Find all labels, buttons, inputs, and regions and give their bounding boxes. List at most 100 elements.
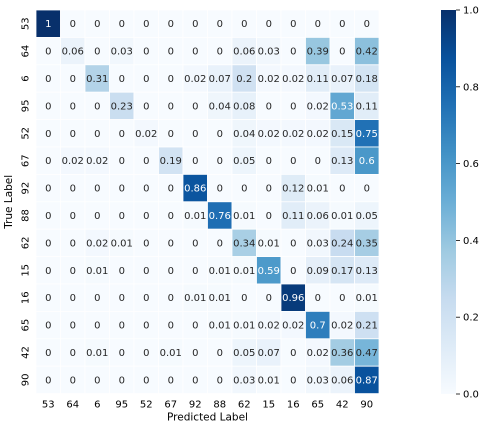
- heatmap-cell: [207, 256, 233, 285]
- heatmap-cell: [207, 365, 233, 395]
- cell-value-label: 0.87: [356, 375, 378, 386]
- cell-value-label: 0.01: [111, 238, 133, 249]
- colorbar-tick-label: 0.8: [463, 82, 479, 93]
- cell-value-label: 0: [168, 101, 174, 112]
- heatmap-cell: [280, 365, 306, 395]
- heatmap-cell: [84, 119, 110, 148]
- heatmap-cell: [84, 64, 110, 93]
- cell-value-label: 0.03: [258, 47, 280, 58]
- cell-value-label: 0.01: [184, 293, 206, 304]
- heatmap-cell: [305, 119, 331, 148]
- x-tick-label: 65: [311, 400, 324, 411]
- cell-value-label: 0: [94, 321, 100, 332]
- heatmap-cell: [182, 365, 208, 395]
- cell-value-label: 0: [241, 293, 247, 304]
- cell-value-label: 0.02: [307, 348, 329, 359]
- heatmap-cell: [280, 146, 306, 175]
- heatmap-cell: [182, 201, 208, 230]
- cell-value-label: 0.36: [331, 348, 353, 359]
- heatmap-cell: [354, 146, 380, 175]
- heatmap-cell: [182, 310, 208, 340]
- heatmap-cell: [182, 37, 208, 66]
- cell-value-label: 0: [70, 293, 76, 304]
- cell-value-label: 0: [168, 238, 174, 249]
- y-tick-label: 88: [21, 209, 32, 222]
- heatmap-cell: [133, 201, 159, 230]
- cell-value-label: 0: [119, 348, 125, 359]
- cell-value-label: 0.07: [331, 74, 353, 85]
- heatmap-cell: [280, 228, 306, 257]
- heatmap-cell: [60, 310, 86, 340]
- cell-value-label: 0: [119, 375, 125, 386]
- cell-value-label: 0.76: [209, 211, 231, 222]
- cell-value-label: 0: [45, 321, 51, 332]
- cell-value-label: 0: [315, 156, 321, 167]
- cell-value-label: 0.01: [307, 184, 329, 195]
- cell-value-label: 0: [143, 156, 149, 167]
- cell-value-label: 0: [364, 184, 370, 195]
- cell-value-label: 0: [168, 129, 174, 140]
- heatmap-cell: [305, 146, 331, 175]
- heatmap-cell: [256, 338, 282, 367]
- cell-value-label: 0: [168, 375, 174, 386]
- cell-value-label: 0.01: [233, 321, 255, 332]
- cell-value-label: 0: [143, 74, 149, 85]
- cell-value-label: 0: [290, 156, 296, 167]
- cell-value-label: 0.01: [209, 266, 231, 277]
- cell-value-label: 0.06: [331, 375, 353, 386]
- cell-value-label: 0: [119, 321, 125, 332]
- cell-value-label: 0.86: [184, 184, 206, 195]
- cell-value-label: 0: [192, 156, 198, 167]
- heatmap-cell: [354, 365, 380, 395]
- cell-value-label: 0.2: [236, 74, 252, 85]
- cell-value-label: 0: [70, 211, 76, 222]
- cell-value-label: 0: [119, 293, 125, 304]
- cell-value-label: 0.19: [160, 156, 182, 167]
- heatmap-cell: [329, 119, 355, 148]
- heatmap-cell: [305, 173, 331, 203]
- heatmap-cell: [354, 64, 380, 93]
- cell-value-label: 0.08: [233, 101, 255, 112]
- cell-value-label: 0.01: [233, 211, 255, 222]
- cell-value-label: 0: [217, 375, 223, 386]
- cell-value-label: 0: [192, 19, 198, 30]
- cell-value-label: 0.12: [282, 184, 304, 195]
- heatmap-cell: [354, 119, 380, 148]
- cell-value-label: 0: [70, 129, 76, 140]
- heatmap-cell: [158, 310, 184, 340]
- cell-value-label: 0.17: [331, 266, 353, 277]
- cell-value-label: 0: [192, 266, 198, 277]
- cell-value-label: 0: [168, 266, 174, 277]
- heatmap-cell: [329, 365, 355, 395]
- heatmap-cell: [158, 37, 184, 66]
- heatmap-cell: [256, 119, 282, 148]
- cell-value-label: 0: [143, 19, 149, 30]
- cell-value-label: 0.02: [282, 74, 304, 85]
- cell-value-label: 0.02: [282, 129, 304, 140]
- heatmap-cell: [133, 338, 159, 367]
- cell-value-label: 0: [290, 375, 296, 386]
- x-tick-label: 90: [360, 400, 373, 411]
- cell-value-label: 0: [217, 129, 223, 140]
- colorbar-ticks: 0.0 0.2 0.4 0.6 0.8 1.0: [456, 6, 479, 401]
- cell-value-label: 0.01: [86, 266, 108, 277]
- y-axis-label: True Label: [3, 175, 15, 230]
- heatmap-cell: [84, 283, 110, 312]
- cell-value-label: 0: [143, 184, 149, 195]
- y-tick-labels: 53 64 6 95 52 67 92 88 62 15 16 65 42 90: [21, 17, 32, 386]
- cell-value-label: 0.34: [233, 238, 255, 249]
- heatmap-cell: [305, 365, 331, 395]
- y-tick-label: 15: [21, 264, 32, 277]
- cell-value-label: 0.04: [233, 129, 255, 140]
- cell-value-label: 0.75: [356, 129, 378, 140]
- cell-value-label: 0.11: [356, 101, 378, 112]
- heatmap-cell: [280, 173, 306, 203]
- heatmap-cell: [60, 146, 86, 175]
- cell-value-label: 0: [217, 19, 223, 30]
- cell-value-label: 0: [70, 321, 76, 332]
- cell-value-label: 0.35: [356, 238, 378, 249]
- cell-value-label: 0: [143, 321, 149, 332]
- heatmap-cell: [35, 256, 61, 285]
- cell-value-label: 0.02: [282, 321, 304, 332]
- heatmap-cell: [305, 91, 331, 120]
